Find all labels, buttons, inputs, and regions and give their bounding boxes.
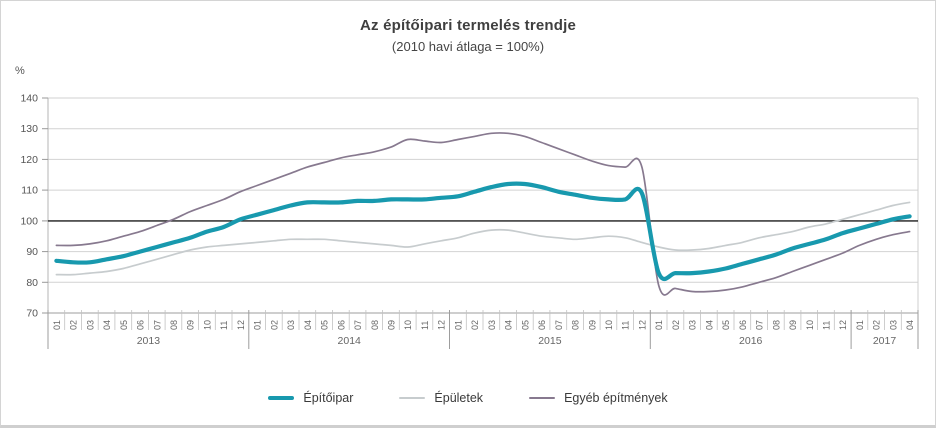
y-tick-label: 100 — [20, 215, 38, 227]
year-label: 2013 — [137, 335, 161, 347]
month-label: 11 — [621, 321, 631, 330]
series-line-egyeb-epitmenyek — [55, 132, 911, 296]
month-label: 09 — [587, 320, 597, 330]
month-label: 05 — [721, 320, 731, 330]
month-label: 12 — [437, 320, 447, 330]
legend: Építőipar Épületek Egyéb építmények — [1, 386, 935, 410]
year-label: 2015 — [538, 335, 562, 347]
y-axis-unit-label: % — [15, 65, 25, 77]
month-label: 04 — [102, 320, 112, 330]
year-label: 2014 — [338, 335, 362, 347]
month-label: 02 — [269, 320, 279, 330]
month-label: 08 — [370, 320, 380, 330]
month-label: 08 — [571, 320, 581, 330]
y-axis-labels: 70 80 90 100 110 120 130 140 — [20, 93, 48, 320]
month-label: 10 — [604, 320, 614, 330]
month-label: 12 — [236, 320, 246, 330]
y-tick-label: 110 — [21, 185, 38, 197]
x-axis: 01 02 03 04 05 06 07 08 09 10 11 12 01 02 03 04 05 06 07 08… — [47, 310, 919, 349]
month-label: 03 — [487, 320, 497, 330]
month-label: 10 — [202, 320, 212, 330]
month-label: 06 — [738, 320, 748, 330]
month-label: 02 — [671, 320, 681, 330]
month-label: 01 — [253, 320, 263, 330]
month-label: 03 — [85, 320, 95, 330]
month-label: 01 — [855, 320, 865, 330]
legend-swatch-epuletek — [399, 396, 426, 400]
month-label: 04 — [504, 320, 514, 330]
y-tick-label: 120 — [20, 154, 38, 166]
y-tick-label: 70 — [26, 308, 38, 320]
month-label: 11 — [219, 321, 229, 330]
month-label: 07 — [755, 320, 765, 330]
month-label: 07 — [152, 320, 162, 330]
month-label: 06 — [136, 320, 146, 330]
y-tick-label: 140 — [20, 93, 38, 105]
legend-item-epuletek[interactable]: Épületek — [399, 391, 483, 405]
month-label: 05 — [320, 320, 330, 330]
month-label: 02 — [69, 320, 79, 330]
y-tick-label: 130 — [20, 123, 38, 135]
month-label: 04 — [905, 320, 915, 330]
series-line-epuletek — [55, 201, 911, 276]
month-label: 04 — [303, 320, 313, 330]
legend-item-epitoipar[interactable]: Építőipar — [268, 391, 353, 405]
chart-subtitle: (2010 havi átlaga = 100%) — [391, 39, 545, 54]
month-label: 03 — [286, 320, 296, 330]
y-grid — [47, 97, 919, 314]
series-line-epitoipar — [54, 181, 912, 282]
month-label: 01 — [52, 320, 62, 330]
month-label: 11 — [822, 321, 832, 330]
y-tick-label: 90 — [26, 246, 38, 258]
month-label: 03 — [688, 320, 698, 330]
legend-item-label: Épületek — [434, 391, 484, 405]
month-label: 09 — [788, 320, 798, 330]
month-label: 12 — [838, 320, 848, 330]
month-label: 08 — [169, 320, 179, 330]
month-label: 01 — [654, 320, 664, 330]
series-lines — [54, 132, 912, 296]
month-label: 10 — [805, 320, 815, 330]
legend-swatch-epitoipar — [268, 396, 295, 400]
month-label: 03 — [888, 320, 898, 330]
month-label: 11 — [420, 321, 430, 330]
legend-swatch-egyeb-epitmenyek — [529, 396, 556, 400]
month-label: 06 — [336, 320, 346, 330]
year-label: 2016 — [739, 335, 763, 347]
chart-title: Az építőipari termelés trendje — [359, 17, 577, 34]
month-label: 07 — [554, 320, 564, 330]
month-label: 07 — [353, 320, 363, 330]
month-label: 12 — [637, 320, 647, 330]
month-label: 05 — [520, 320, 530, 330]
legend-item-egyeb-epitmenyek[interactable]: Egyéb építmények — [529, 391, 668, 405]
month-label: 01 — [453, 320, 463, 330]
month-label: 05 — [119, 320, 129, 330]
month-label: 06 — [537, 320, 547, 330]
legend-item-label: Egyéb építmények — [564, 391, 668, 405]
year-label: 2017 — [873, 335, 897, 347]
y-tick-label: 80 — [26, 277, 38, 289]
month-label: 02 — [470, 320, 480, 330]
legend-item-label: Építőipar — [303, 391, 354, 405]
month-label: 04 — [704, 320, 714, 330]
month-label: 09 — [186, 320, 196, 330]
month-label: 09 — [387, 320, 397, 330]
month-label: 02 — [872, 320, 882, 330]
month-label: 08 — [771, 320, 781, 330]
month-label: 10 — [403, 320, 413, 330]
